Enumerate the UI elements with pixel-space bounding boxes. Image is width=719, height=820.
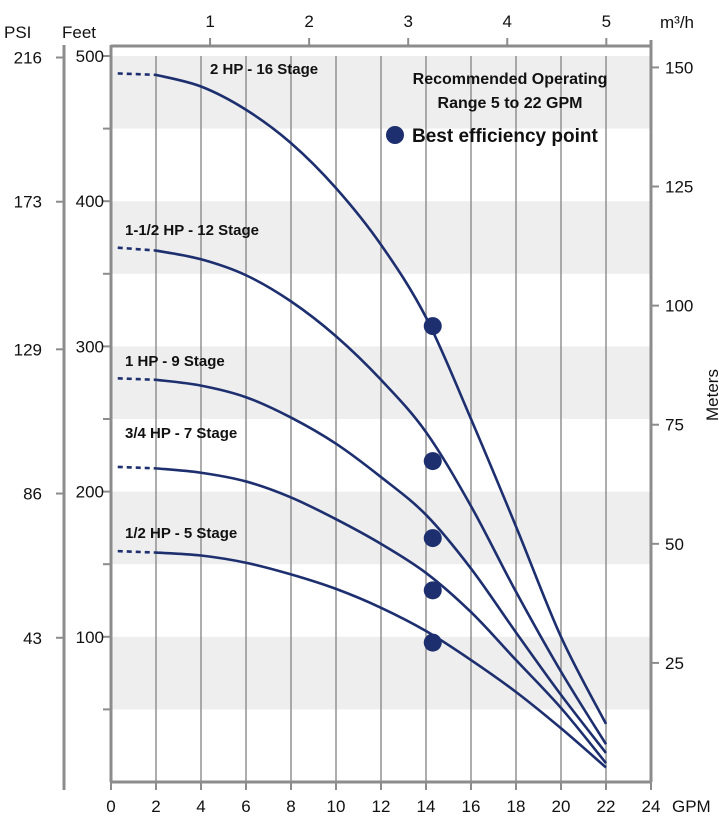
psi-tick-label: 129 bbox=[14, 340, 42, 359]
legend-line1: Recommended Operating bbox=[413, 71, 608, 88]
m3h-tick-label: 4 bbox=[503, 12, 512, 31]
psi-axis-label: PSI bbox=[4, 23, 31, 42]
gpm-tick-label: 18 bbox=[507, 797, 526, 816]
curve-line bbox=[155, 378, 608, 754]
feet-tick-label: 300 bbox=[76, 337, 104, 356]
gpm-tick-label: 6 bbox=[241, 797, 250, 816]
psi-tick-label: 216 bbox=[14, 49, 42, 68]
meters-tick-label: 125 bbox=[665, 178, 693, 197]
feet-tick-label: 500 bbox=[76, 47, 104, 66]
gpm-tick-label: 24 bbox=[642, 797, 661, 816]
feet-tick-label: 200 bbox=[76, 483, 104, 502]
meters-tick-label: 100 bbox=[665, 297, 693, 316]
bep-marker bbox=[423, 529, 442, 548]
curve-label: 2 HP - 16 Stage bbox=[210, 61, 318, 78]
curve-label: 1-1/2 HP - 12 Stage bbox=[125, 222, 259, 239]
gpm-axis-label: GPM bbox=[672, 797, 711, 816]
gpm-tick-label: 10 bbox=[327, 797, 346, 816]
curve-label: 1/2 HP - 5 Stage bbox=[125, 525, 237, 542]
bep-marker bbox=[423, 452, 442, 471]
curve-dashed-start bbox=[117, 549, 157, 554]
gpm-tick-label: 16 bbox=[462, 797, 481, 816]
feet-axis-label: Feet bbox=[62, 23, 96, 42]
curve-label: 3/4 HP - 7 Stage bbox=[125, 425, 237, 442]
performance-curves bbox=[117, 72, 608, 769]
meters-tick-label: 50 bbox=[665, 535, 684, 554]
m3h-tick-label: 3 bbox=[403, 12, 412, 31]
curve-dashed-start bbox=[117, 377, 157, 382]
curve-line bbox=[155, 467, 608, 764]
m3h-axis-label: m³/h bbox=[660, 13, 694, 32]
curve-dashed-start bbox=[117, 465, 157, 470]
curve-line bbox=[155, 551, 607, 769]
gpm-tick-label: 22 bbox=[597, 797, 616, 816]
gpm-tick-label: 12 bbox=[372, 797, 391, 816]
bep-marker bbox=[423, 633, 442, 652]
psi-tick-label: 86 bbox=[23, 485, 42, 504]
curve-dashed-start bbox=[117, 72, 157, 77]
legend-bep-label: Best efficiency point bbox=[412, 126, 598, 147]
psi-tick-label: 43 bbox=[23, 629, 42, 648]
curve-dashed-start bbox=[117, 246, 157, 252]
legend: Recommended Operating Range 5 to 22 GPM … bbox=[386, 71, 607, 147]
curve-line bbox=[155, 249, 608, 745]
bep-marker bbox=[423, 317, 442, 336]
feet-tick-label: 400 bbox=[76, 192, 104, 211]
meters-axis-label: Meters bbox=[703, 369, 719, 421]
curve-label: 1 HP - 9 Stage bbox=[125, 353, 225, 370]
legend-bep-marker bbox=[386, 126, 404, 144]
curve-line bbox=[155, 73, 608, 725]
gpm-tick-label: 8 bbox=[286, 797, 295, 816]
bep-marker bbox=[423, 581, 442, 600]
m3h-tick-label: 1 bbox=[205, 12, 214, 31]
psi-tick-label: 173 bbox=[14, 193, 42, 212]
axes bbox=[56, 38, 659, 790]
gpm-tick-label: 2 bbox=[151, 797, 160, 816]
m3h-tick-label: 2 bbox=[304, 12, 313, 31]
gpm-tick-label: 20 bbox=[552, 797, 571, 816]
m3h-tick-label: 5 bbox=[602, 12, 611, 31]
legend-line2: Range 5 to 22 GPM bbox=[438, 95, 583, 112]
meters-tick-label: 25 bbox=[665, 654, 684, 673]
meters-tick-label: 75 bbox=[665, 416, 684, 435]
gpm-tick-label: 4 bbox=[196, 797, 205, 816]
gpm-tick-label: 0 bbox=[106, 797, 115, 816]
meters-tick-label: 150 bbox=[665, 58, 693, 77]
feet-tick-label: 100 bbox=[76, 628, 104, 647]
gpm-tick-label: 14 bbox=[417, 797, 436, 816]
